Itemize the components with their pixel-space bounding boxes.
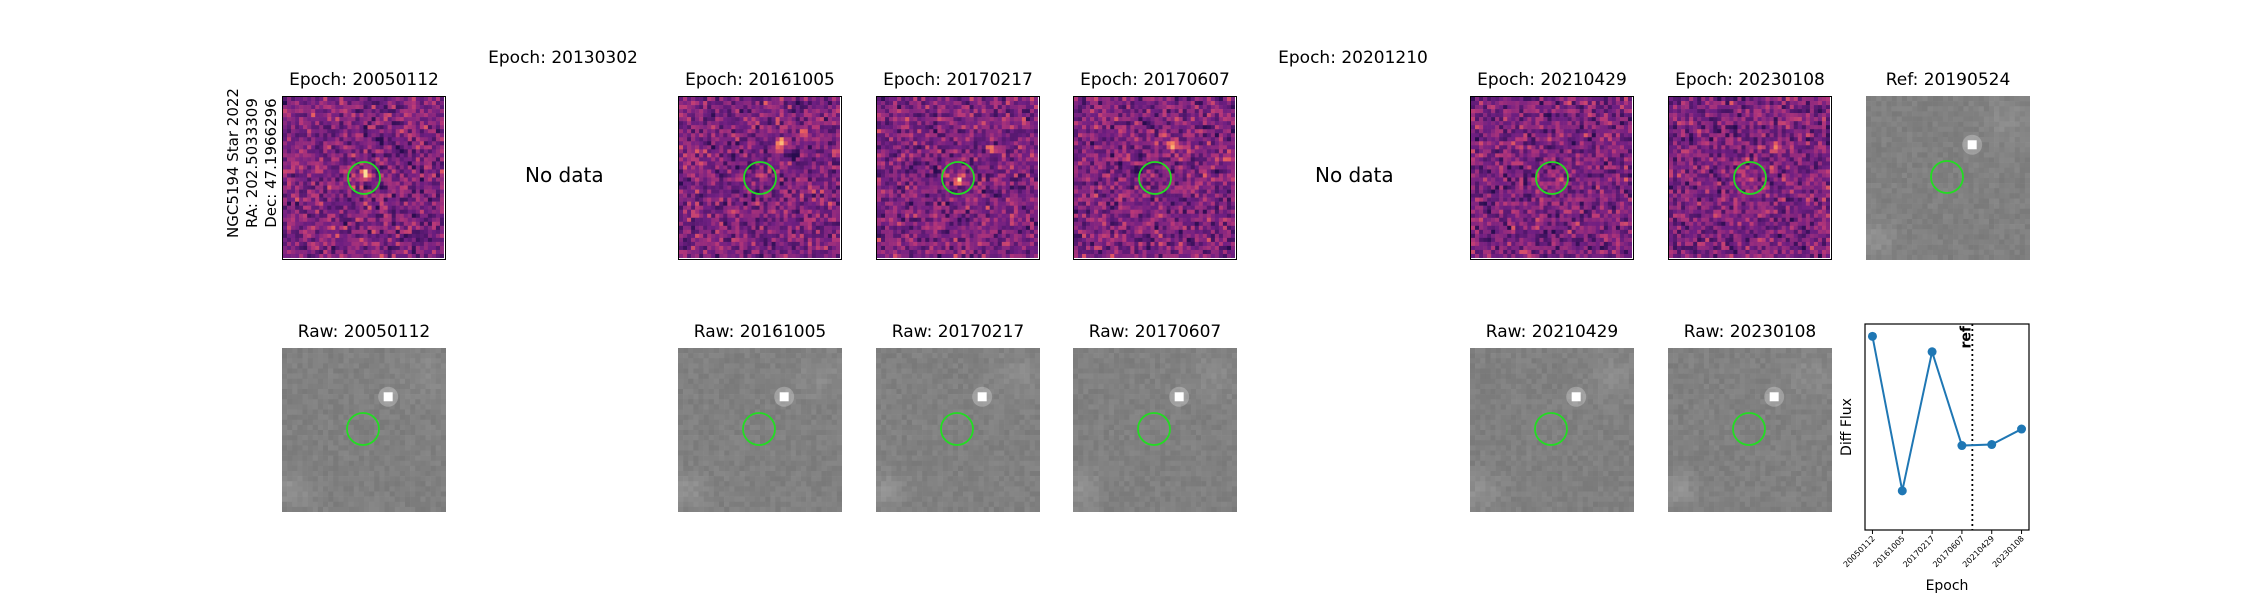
plot-frame: [1864, 323, 2030, 531]
data-point: [1927, 347, 1937, 357]
no-data-label: No data: [1315, 163, 1394, 187]
reference-image: [1866, 96, 2030, 260]
panel-title: Epoch: 20170607: [1080, 70, 1230, 90]
bright-star: [1174, 392, 1184, 402]
difference-image: [1073, 96, 1237, 260]
target-ra: RA: 202.5033309: [243, 98, 261, 228]
raw-panel-title: Raw: 20050112: [297, 322, 431, 342]
x-axis-label: Epoch: [1926, 578, 1969, 594]
target-circle: [1534, 412, 1568, 446]
light-curve-chart: ref2005011220161005201702172017060720210…: [1839, 323, 2030, 594]
data-point: [1867, 331, 1877, 341]
raw-image: [678, 348, 842, 512]
target-circle: [1732, 412, 1766, 446]
bright-star: [1769, 392, 1779, 402]
data-point: [1897, 486, 1907, 496]
ref-panel-title: Ref: 20190524: [1885, 70, 2011, 90]
data-point: [1987, 440, 1997, 450]
difference-image: [678, 96, 842, 260]
raw-panel-title: Raw: 20230108: [1683, 322, 1817, 342]
data-point: [2017, 424, 2027, 434]
series-line: [1871, 336, 2023, 492]
raw-image: [282, 348, 446, 512]
bright-star: [977, 392, 987, 402]
data-point: [1957, 441, 1967, 451]
target-circle: [1138, 161, 1172, 195]
target-circle: [347, 161, 381, 195]
difference-image: [1470, 96, 1634, 260]
target-name: NGC5194 Star 2022: [224, 88, 242, 238]
x-tick-label: 20230108: [1991, 534, 2026, 569]
target-circle: [1733, 161, 1767, 195]
no-data-label: No data: [525, 163, 604, 187]
bright-star: [1967, 140, 1977, 150]
target-info-label: NGC5194 Star 2022 RA: 202.5033309 Dec: 4…: [224, 88, 281, 238]
bright-star: [383, 392, 393, 402]
raw-panel-title: Raw: 20170217: [891, 322, 1025, 342]
target-circle: [742, 412, 776, 446]
panel-title: Epoch: 20170217: [883, 70, 1033, 90]
raw-panel-title: Raw: 20161005: [693, 322, 827, 342]
raw-image: [1668, 348, 1832, 512]
panel-title: Epoch: 20161005: [685, 70, 835, 90]
raw-image: [1470, 348, 1634, 512]
difference-image: [1668, 96, 1832, 260]
target-circle: [941, 161, 975, 195]
raw-image: [876, 348, 1040, 512]
panel-title-empty: Epoch: 20201210: [1278, 48, 1428, 68]
difference-image: [876, 96, 1040, 260]
bright-star: [1571, 392, 1581, 402]
target-circle: [743, 161, 777, 195]
raw-panel-title: Raw: 20210429: [1485, 322, 1619, 342]
ref-line-label: ref: [1958, 325, 1974, 348]
target-dec: Dec: 47.1966296: [262, 98, 280, 228]
target-circle: [1535, 161, 1569, 195]
panel-title-empty: Epoch: 20130302: [488, 48, 638, 68]
y-axis-label: Diff Flux: [1839, 398, 1855, 456]
target-circle: [346, 412, 380, 446]
difference-image: [282, 96, 446, 260]
panel-title: Epoch: 20210429: [1477, 70, 1627, 90]
target-circle: [1137, 412, 1171, 446]
target-circle: [940, 412, 974, 446]
target-circle: [1930, 160, 1964, 194]
bright-star: [779, 392, 789, 402]
raw-panel-title: Raw: 20170607: [1088, 322, 1222, 342]
panel-title: Epoch: 20230108: [1675, 70, 1825, 90]
panel-title: Epoch: 20050112: [289, 70, 439, 90]
raw-image: [1073, 348, 1237, 512]
